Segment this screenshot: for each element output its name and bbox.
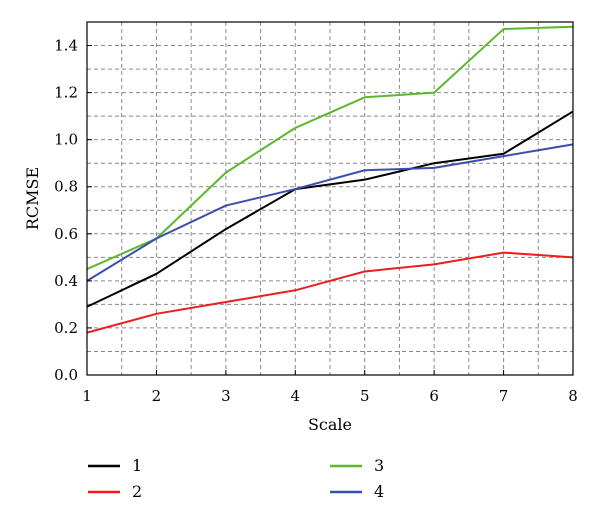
y-tick-label: 0.0 [54, 366, 78, 384]
y-tick-label: 0.6 [54, 225, 78, 243]
x-tick-label: 2 [152, 387, 162, 405]
y-tick-label: 0.4 [54, 272, 78, 290]
plot-frame [86, 21, 574, 376]
axis-ticks: 1 2 3 4 5 6 7 8 0.0 0.2 0.4 0.6 0.8 1.0 1.2 1.4 [54, 37, 578, 405]
y-tick-label: 1.2 [54, 84, 78, 102]
x-tick-label: 4 [291, 387, 301, 405]
legend-label-4: 4 [374, 482, 384, 501]
x-tick-label: 6 [429, 387, 439, 405]
y-axis-label: RCMSE [23, 167, 42, 230]
series-line-3 [86, 25, 574, 271]
grid [87, 22, 573, 375]
x-tick-label: 3 [221, 387, 231, 405]
y-tick-label: 1.0 [54, 131, 78, 149]
legend-label-2: 2 [132, 482, 142, 501]
y-tick-label: 0.8 [54, 178, 78, 196]
legend: 1 2 3 4 [88, 456, 384, 501]
legend-label-3: 3 [374, 456, 384, 475]
series-line-4 [86, 143, 574, 282]
y-tick-label: 0.2 [54, 319, 78, 337]
series-line-1 [86, 110, 574, 308]
series-line-2 [86, 251, 574, 334]
y-tick-label: 1.4 [54, 37, 78, 55]
x-tick-label: 8 [568, 387, 578, 405]
x-tick-label: 5 [360, 387, 370, 405]
x-tick-label: 1 [82, 387, 92, 405]
series-lines [86, 25, 574, 334]
x-axis-label: Scale [308, 415, 352, 434]
legend-label-1: 1 [132, 456, 142, 475]
x-tick-label: 7 [499, 387, 509, 405]
